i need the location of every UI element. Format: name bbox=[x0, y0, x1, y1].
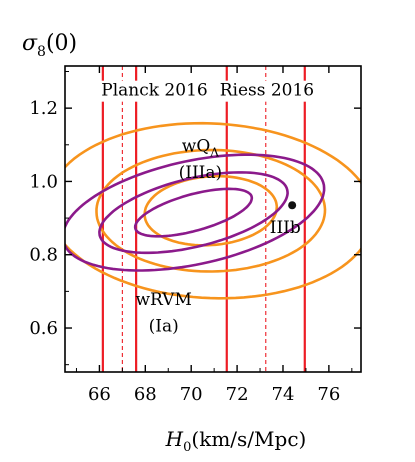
annotation-3: IIIb bbox=[270, 218, 301, 238]
x-tick-label-72: 72 bbox=[226, 384, 249, 405]
band-label-bg-1 bbox=[99, 80, 210, 102]
wrvm-contour-3 bbox=[65, 153, 326, 272]
annotation-part: IIIb bbox=[270, 218, 301, 238]
x-tick-label-66: 66 bbox=[88, 384, 111, 405]
riess-2016-label: Riess 2016 bbox=[220, 81, 314, 101]
x-tick-label-76: 76 bbox=[317, 384, 340, 405]
x-axis-label: H0(km/s/Mpc) bbox=[165, 427, 307, 455]
planck-2016-label: Planck 2016 bbox=[101, 81, 207, 101]
point-iiib bbox=[288, 201, 297, 210]
y-tick-label-0.8: 0.8 bbox=[29, 245, 58, 266]
y-tick-label-0.6: 0.6 bbox=[29, 318, 58, 339]
y-tick-label-1.2: 1.2 bbox=[29, 98, 58, 119]
plot-frame bbox=[64, 65, 362, 373]
annotation-part: (Ia) bbox=[149, 316, 179, 336]
band-label-bg-2 bbox=[216, 80, 318, 102]
wrvm-contour-2 bbox=[98, 171, 289, 255]
annotation-part: wRVM bbox=[135, 290, 191, 310]
annotation-part: wQ bbox=[182, 136, 211, 156]
y-axis-label: σ8(0) bbox=[22, 31, 77, 60]
annotation-5: (Ia) bbox=[149, 316, 179, 336]
annotation-part: (IIIa) bbox=[179, 163, 223, 183]
y-tick-label-1: 1.0 bbox=[29, 171, 58, 192]
annotation-4: wRVM bbox=[135, 290, 191, 310]
x-tick-label-68: 68 bbox=[134, 384, 157, 405]
wq-contour-3 bbox=[65, 121, 361, 300]
wrvm-contour-1 bbox=[133, 187, 254, 238]
annotation-1: wQΛ bbox=[182, 136, 220, 159]
annotation-part: Λ bbox=[209, 145, 219, 159]
annotation-2: (IIIa) bbox=[179, 163, 223, 183]
x-tick-label-70: 70 bbox=[180, 384, 203, 405]
x-tick-label-74: 74 bbox=[272, 384, 295, 405]
